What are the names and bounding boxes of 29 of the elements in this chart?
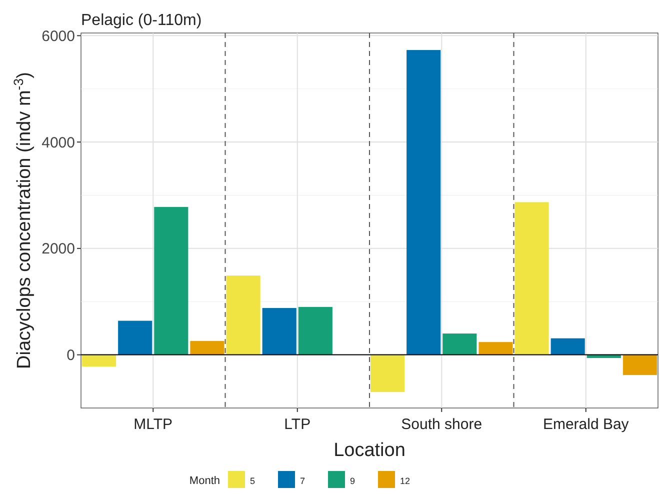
bar xyxy=(190,340,224,355)
bar xyxy=(262,308,296,355)
x-tick-label: LTP xyxy=(284,416,311,433)
bar xyxy=(298,306,332,355)
bar xyxy=(514,202,549,355)
chart-title: Pelagic (0-110m) xyxy=(81,12,202,29)
bar xyxy=(82,354,116,367)
bar xyxy=(154,206,188,355)
y-tick-label: 2000 xyxy=(42,240,75,258)
legend-label: 12 xyxy=(400,476,410,486)
bar xyxy=(406,50,441,355)
x-axis-title: Location xyxy=(334,440,406,461)
x-tick-label: South shore xyxy=(401,416,482,433)
x-tick-label: Emerald Bay xyxy=(542,416,630,433)
bar xyxy=(442,334,477,355)
legend-title: Month xyxy=(189,475,220,487)
bar xyxy=(550,338,585,355)
legend-label: 9 xyxy=(350,476,356,486)
bar xyxy=(478,342,513,355)
y-tick-label: 0 xyxy=(66,347,75,364)
bar xyxy=(226,276,260,355)
legend-label: 7 xyxy=(300,476,306,486)
y-tick-label: 6000 xyxy=(42,28,75,45)
y-tick-label: 4000 xyxy=(42,134,75,152)
legend-label: 5 xyxy=(250,476,256,486)
x-tick-label: MLTP xyxy=(134,416,173,433)
bar xyxy=(118,320,152,355)
bar xyxy=(622,354,657,376)
bar xyxy=(370,354,405,392)
